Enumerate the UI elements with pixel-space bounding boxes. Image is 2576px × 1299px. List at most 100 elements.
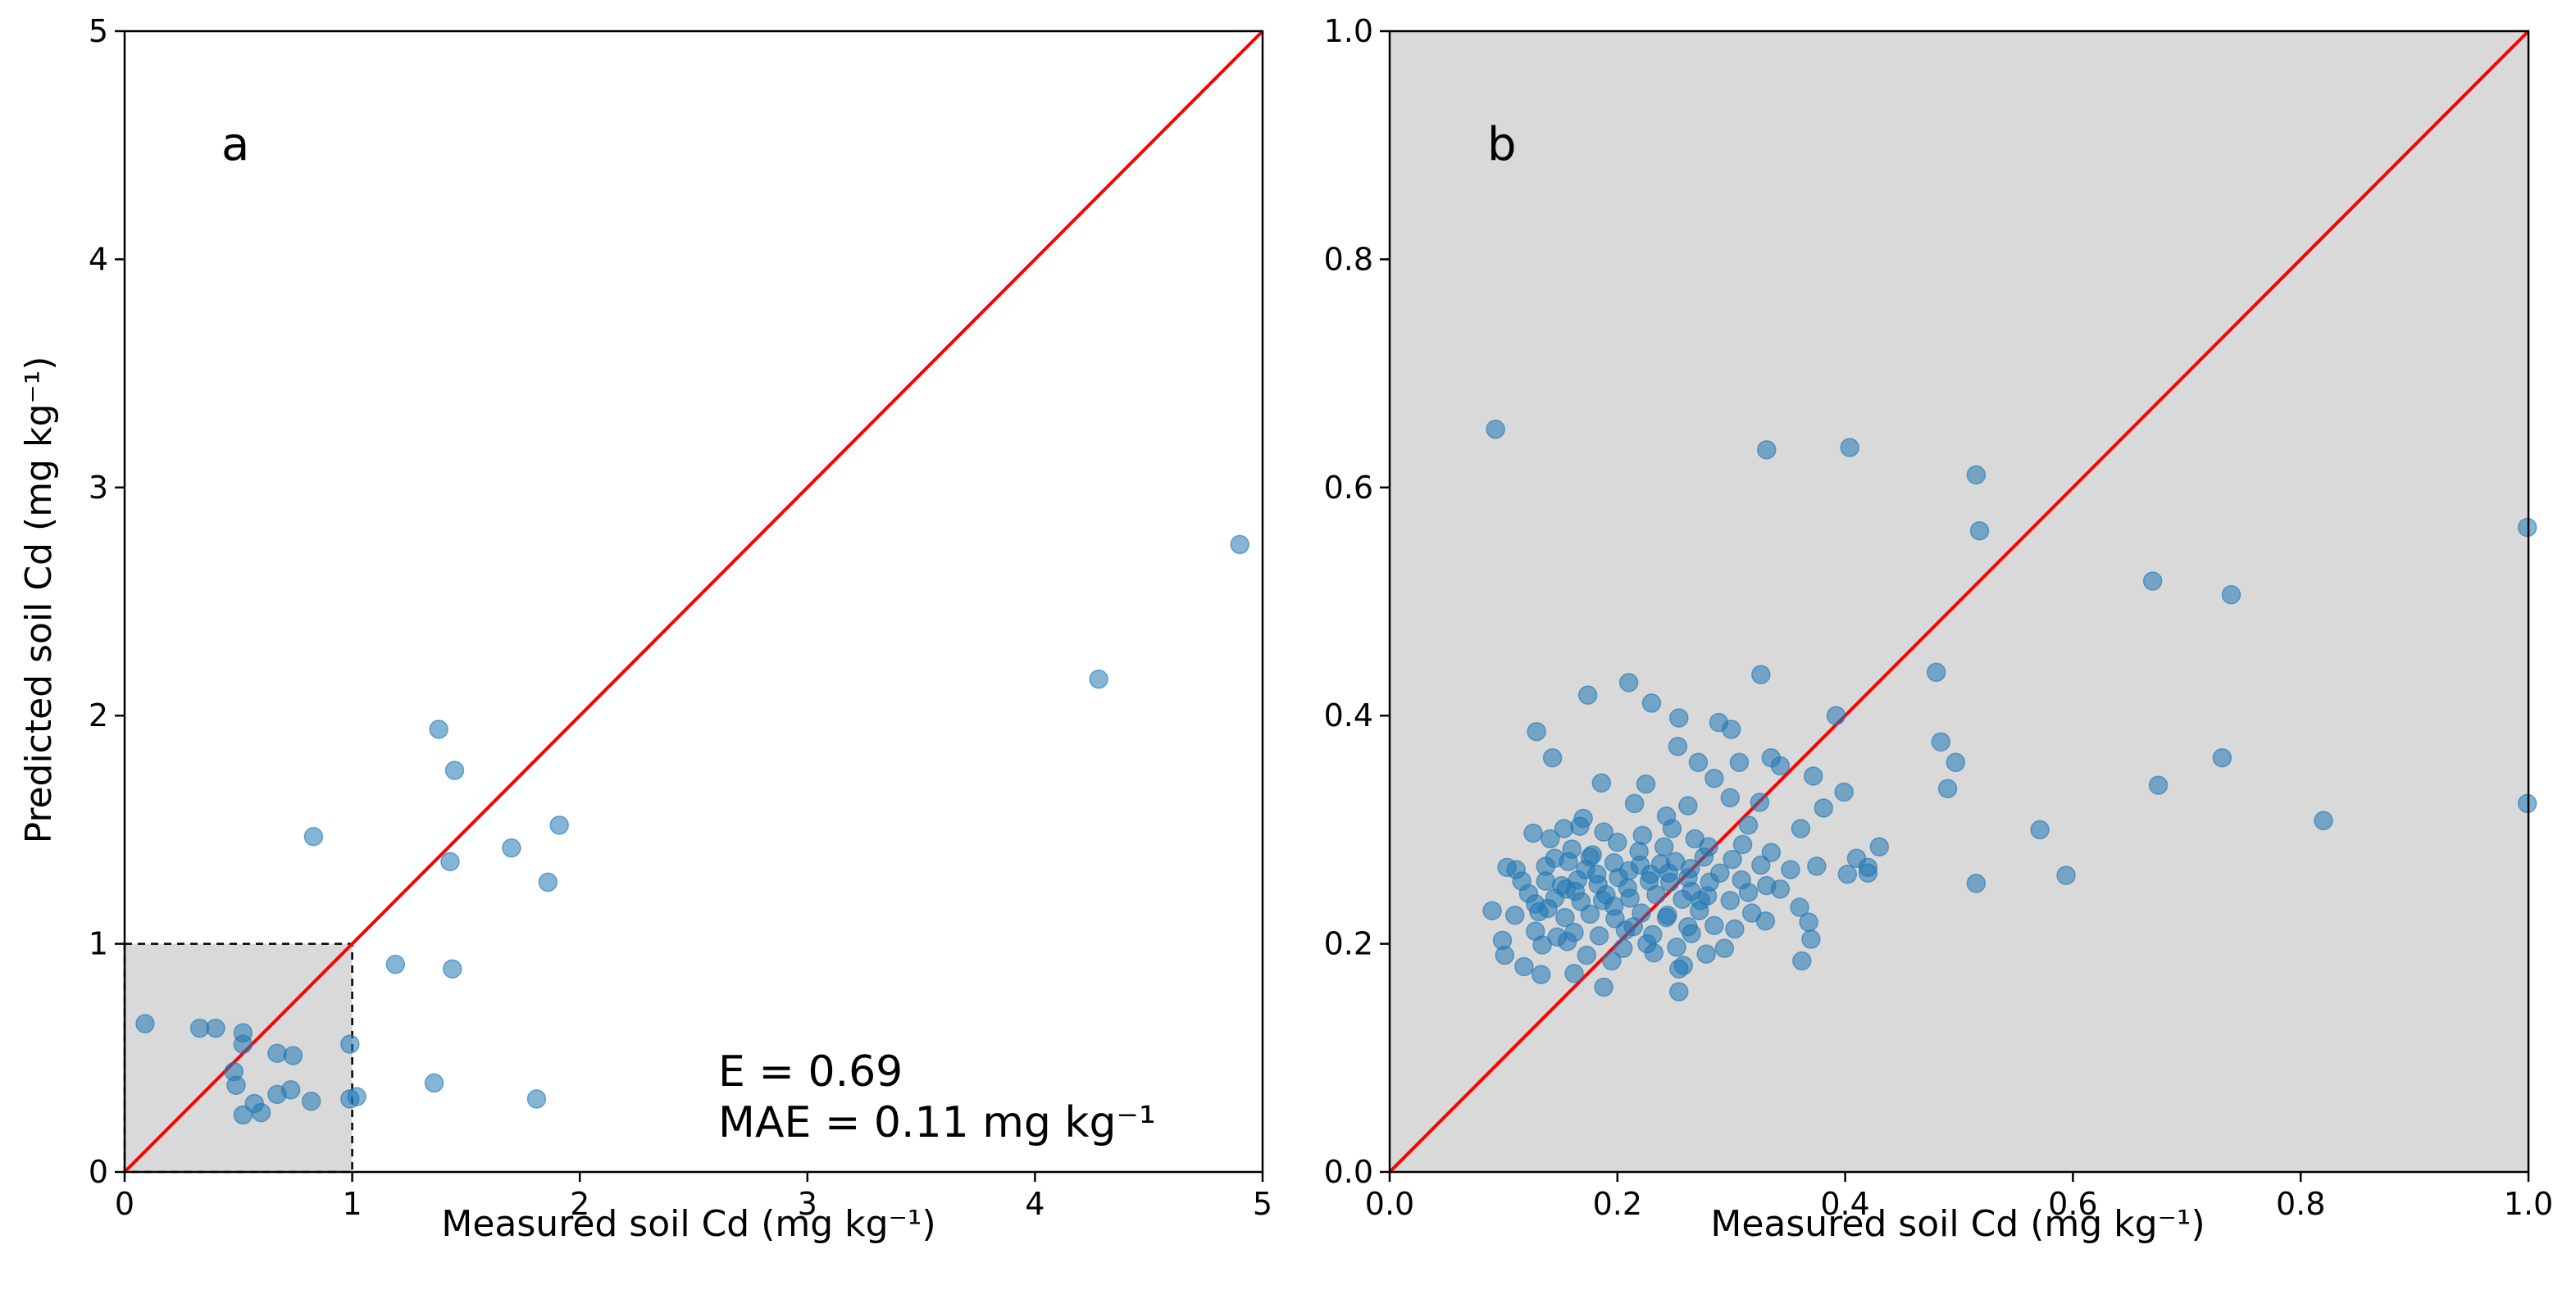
- data-point: [1966, 874, 1987, 893]
- data-point: [1577, 685, 1598, 705]
- data-point: [1738, 815, 1759, 835]
- tick-marks: [1380, 30, 2530, 1182]
- data-point: [1790, 897, 1809, 917]
- data-point: [1594, 977, 1613, 997]
- data-point: [1725, 919, 1745, 939]
- data-point: [283, 1046, 303, 1065]
- data-point: [1662, 819, 1682, 838]
- y-tick-label: 4: [89, 241, 108, 277]
- y-tick-label: 0.4: [1324, 697, 1373, 734]
- data-point: [1542, 747, 1563, 768]
- data-point: [1669, 708, 1689, 728]
- data-point: [1582, 845, 1602, 865]
- data-point: [135, 1014, 155, 1033]
- scatter-points: [135, 534, 1249, 1125]
- data-point: [1591, 773, 1612, 793]
- y-tick-label: 1: [89, 926, 108, 962]
- data-point: [1826, 706, 1846, 725]
- axes-frame: [1388, 30, 2530, 1174]
- x-tick-label: 0.4: [1820, 1186, 1869, 1222]
- data-point: [1926, 662, 1946, 683]
- data-point: [1523, 823, 1543, 843]
- data-point: [1541, 829, 1560, 849]
- data-point: [1814, 798, 1833, 818]
- data-point: [1532, 935, 1552, 955]
- y-tick-label: 0.8: [1324, 241, 1373, 277]
- data-point: [1738, 883, 1759, 902]
- data-point: [233, 1034, 253, 1054]
- data-point: [1514, 956, 1534, 977]
- data-point: [1512, 871, 1531, 891]
- data-point: [189, 1018, 210, 1038]
- data-point: [1946, 752, 1966, 773]
- data-point: [385, 954, 406, 974]
- data-point: [1732, 834, 1753, 855]
- data-point: [1554, 819, 1574, 838]
- data-point: [267, 1084, 287, 1105]
- data-point: [1696, 944, 1716, 964]
- data-point: [442, 959, 462, 979]
- data-point: [1755, 911, 1776, 931]
- x-tick-label: 3: [798, 1186, 817, 1222]
- y-axis-label: Predicted soil Cd (mg kg⁻¹): [18, 357, 60, 844]
- data-point: [1527, 721, 1546, 742]
- data-point: [1680, 858, 1700, 879]
- data-point: [1937, 779, 1958, 799]
- data-point: [1618, 878, 1638, 898]
- data-point: [1659, 872, 1680, 892]
- one-to-one-line: [123, 30, 1264, 1174]
- data-point: [1562, 839, 1582, 859]
- data-point: [1869, 837, 1890, 857]
- data-point: [1536, 871, 1556, 891]
- data-point: [1602, 951, 1622, 971]
- data-point: [1761, 843, 1782, 862]
- data-point: [1505, 906, 1525, 925]
- data-point: [1486, 420, 1505, 439]
- mae-annotation: MAE = 0.11 mg kg⁻¹: [718, 1098, 1156, 1147]
- data-point: [1751, 665, 1771, 684]
- data-point: [1678, 796, 1698, 815]
- data-point: [502, 838, 521, 858]
- data-point: [1710, 863, 1730, 883]
- data-point: [1799, 912, 1818, 932]
- y-tick-label: 0.6: [1324, 470, 1373, 506]
- panel-label: b: [1487, 118, 1517, 171]
- data-point: [1751, 855, 1771, 875]
- data-point: [1704, 915, 1724, 936]
- data-point: [1723, 849, 1742, 870]
- y-tick-label: 0.0: [1324, 1154, 1373, 1190]
- x-tick-label: 2: [570, 1186, 589, 1222]
- data-point: [2314, 811, 2333, 831]
- data-point: [1699, 837, 1718, 857]
- data-point: [1720, 788, 1741, 808]
- data-point: [1230, 534, 1249, 555]
- data-point: [1969, 520, 1990, 541]
- data-point: [2221, 584, 2241, 605]
- axes-border: [123, 30, 1264, 1174]
- data-point: [1791, 819, 1811, 838]
- data-point: [244, 1093, 264, 1114]
- data-point: [1580, 904, 1600, 924]
- data-point: [1720, 890, 1741, 911]
- y-tick-label: 3: [89, 470, 108, 506]
- x-tick-label: 4: [1025, 1186, 1045, 1222]
- data-point: [1629, 842, 1649, 861]
- data-point: [1632, 825, 1653, 846]
- y-tick-label: 2: [89, 697, 108, 734]
- data-point: [444, 761, 465, 780]
- data-point: [1641, 864, 1660, 884]
- data-point: [1691, 890, 1710, 911]
- data-point: [1858, 863, 1878, 883]
- data-point: [2142, 571, 2163, 591]
- y-tick-label: 0: [89, 1154, 108, 1190]
- data-point: [1618, 673, 1639, 693]
- data-point: [1495, 945, 1515, 965]
- data-point: [2517, 517, 2537, 538]
- data-point: [429, 720, 448, 739]
- x-tick-label: 0.8: [2276, 1186, 2325, 1222]
- tick-labels: 0 1 2 3 4 5 0 1 2 3 4 5: [89, 13, 1272, 1222]
- data-point: [1807, 856, 1827, 876]
- data-point: [1966, 465, 1987, 485]
- data-point: [226, 1075, 246, 1095]
